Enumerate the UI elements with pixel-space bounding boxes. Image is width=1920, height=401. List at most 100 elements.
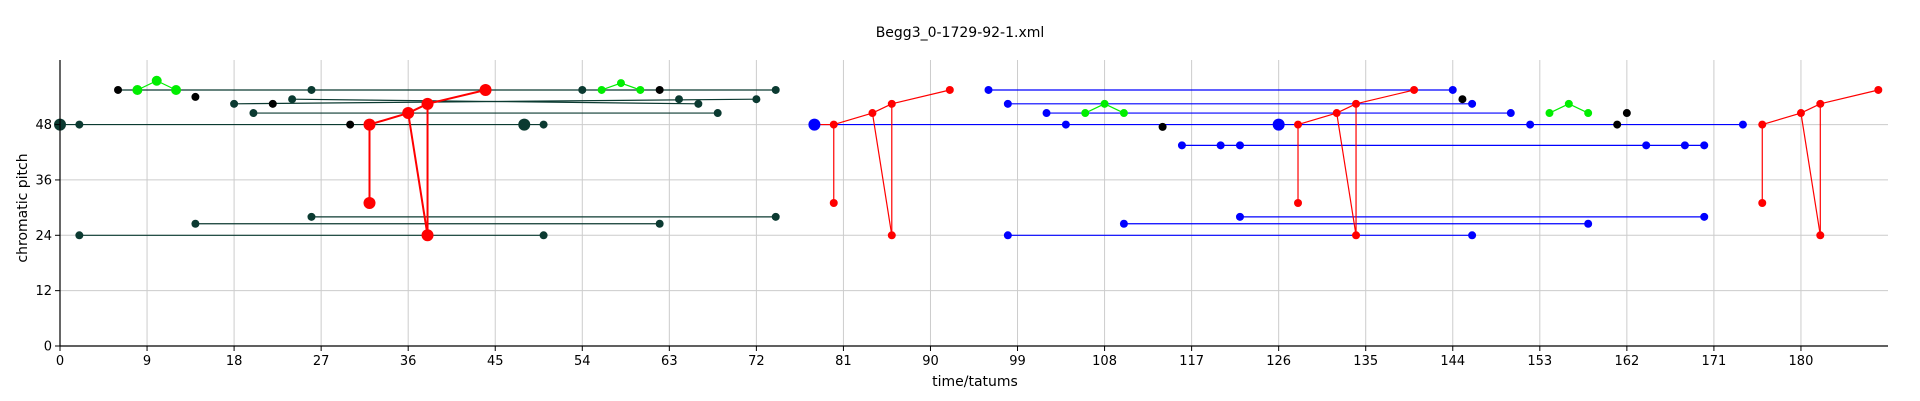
point-red	[1332, 109, 1341, 118]
point-blue	[1235, 212, 1244, 221]
point-blue	[808, 118, 821, 131]
point-darkgreen	[694, 99, 703, 108]
point-black	[346, 120, 355, 129]
x-axis-label: time/tatums	[932, 374, 1018, 390]
point-red	[421, 97, 434, 110]
point-darkgreen	[191, 219, 200, 228]
point-red	[887, 231, 896, 240]
point-darkgreen	[518, 118, 531, 131]
point-green	[1081, 109, 1090, 118]
point-red	[868, 109, 877, 118]
y-tick-label: 24	[35, 229, 52, 244]
point-red	[887, 99, 896, 108]
point-blue	[1700, 141, 1709, 150]
point-blue	[1235, 141, 1244, 150]
point-black	[1622, 109, 1631, 118]
point-black	[114, 85, 123, 94]
x-tick-label: 171	[1701, 354, 1726, 369]
point-green	[1564, 99, 1573, 108]
point-darkgreen	[539, 120, 548, 129]
point-red	[1352, 231, 1361, 240]
point-blue	[1448, 85, 1457, 94]
point-green	[1119, 109, 1128, 118]
point-green	[1545, 109, 1554, 118]
points	[54, 75, 1883, 242]
x-tick-label: 135	[1353, 354, 1378, 369]
edge-red	[407, 112, 429, 236]
point-blue	[1680, 141, 1689, 150]
point-blue	[1642, 141, 1651, 150]
edge-red	[1297, 112, 1337, 126]
point-darkgreen	[307, 85, 316, 94]
point-darkgreen	[675, 95, 684, 104]
edge-red	[1820, 89, 1879, 105]
point-black	[268, 99, 277, 108]
x-tick-label: 108	[1092, 354, 1117, 369]
x-tick-label: 9	[143, 354, 151, 369]
edge-red	[891, 89, 950, 105]
point-green	[1100, 99, 1109, 108]
point-darkgreen	[752, 95, 761, 104]
point-red	[421, 229, 434, 242]
point-red	[1796, 109, 1805, 118]
point-blue	[1272, 118, 1285, 131]
point-blue	[1584, 219, 1593, 228]
edge-red	[833, 112, 873, 126]
point-red	[363, 197, 376, 209]
point-blue	[1177, 141, 1186, 150]
point-red	[363, 118, 376, 131]
point-blue	[1042, 109, 1051, 118]
point-darkgreen	[75, 120, 84, 129]
point-blue	[1061, 120, 1070, 129]
edge-darkgreen	[292, 98, 699, 105]
y-axis-label: chromatic pitch	[15, 153, 31, 262]
point-darkgreen	[230, 99, 239, 108]
point-black	[655, 85, 664, 94]
point-red	[1294, 199, 1303, 207]
point-black	[1613, 120, 1622, 129]
x-tick-label: 36	[400, 354, 417, 369]
point-darkgreen	[771, 85, 780, 94]
point-darkgreen	[288, 95, 297, 104]
point-darkgreen	[713, 109, 722, 118]
point-green	[132, 84, 143, 95]
point-green	[151, 75, 162, 86]
y-tick-label: 0	[44, 340, 52, 355]
point-red	[479, 83, 492, 96]
point-red	[1874, 85, 1883, 94]
point-blue	[1216, 141, 1225, 150]
x-tick-label: 45	[487, 354, 504, 369]
point-green	[1584, 109, 1593, 118]
point-red	[1758, 120, 1767, 129]
x-tick-label: 117	[1179, 354, 1204, 369]
point-red	[1410, 85, 1419, 94]
x-tick-label: 0	[56, 354, 64, 369]
edge-red	[871, 112, 893, 236]
edges	[60, 80, 1879, 236]
point-red	[402, 107, 415, 120]
point-red	[1816, 231, 1825, 240]
point-green	[636, 85, 645, 94]
edge-red	[369, 112, 409, 126]
x-tick-label: 99	[1009, 354, 1026, 369]
point-black	[1158, 122, 1167, 131]
point-red	[945, 85, 954, 94]
x-tick-label: 63	[661, 354, 678, 369]
point-red	[1352, 99, 1361, 108]
point-black	[191, 92, 200, 101]
y-tick-label: 36	[35, 173, 52, 188]
point-blue	[1468, 231, 1477, 240]
edge-red	[1762, 112, 1802, 126]
point-red	[1816, 99, 1825, 108]
x-tick-label: 126	[1266, 354, 1291, 369]
point-red	[829, 199, 838, 207]
point-red	[1758, 199, 1767, 207]
point-darkgreen	[655, 219, 664, 228]
y-tick-label: 48	[35, 118, 52, 133]
x-tick-label: 153	[1527, 354, 1552, 369]
point-black	[1458, 95, 1467, 104]
point-darkgreen	[771, 212, 780, 221]
x-tick-label: 162	[1614, 354, 1639, 369]
x-tick-label: 18	[226, 354, 243, 369]
